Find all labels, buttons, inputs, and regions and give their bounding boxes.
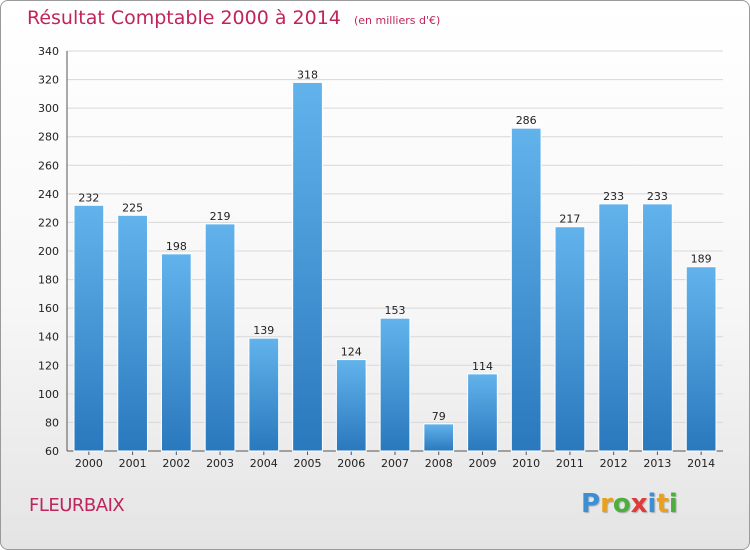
bar-2008 xyxy=(423,423,455,452)
bar-2001 xyxy=(117,214,148,452)
y-tick-label: 120 xyxy=(38,359,59,372)
bar-2011 xyxy=(554,226,586,452)
x-tick-label: 2007 xyxy=(381,457,409,470)
x-tick-label: 2008 xyxy=(425,457,453,470)
bar-2012 xyxy=(598,203,630,452)
logo-letter: x xyxy=(630,489,648,519)
x-tick-label: 2000 xyxy=(75,457,103,470)
commune-name: FLEURBAIX xyxy=(29,495,125,516)
y-tick-label: 60 xyxy=(45,445,59,458)
labels: 60 80 100 120 140 160 180 200 220 240 260 280 300 320… xyxy=(38,45,715,470)
logo-letter: o xyxy=(612,489,631,519)
data-label: 233 xyxy=(603,190,624,203)
y-tick-label: 260 xyxy=(38,159,59,172)
chart-title: Résultat Comptable 2000 à 2014 (en milli… xyxy=(27,7,440,29)
x-tick-label: 2014 xyxy=(687,457,715,470)
bar-2002 xyxy=(160,253,192,452)
data-label: 225 xyxy=(122,201,143,214)
bar-2006 xyxy=(335,359,367,452)
y-tick-label: 100 xyxy=(38,388,59,401)
logo-letter: P xyxy=(581,489,601,519)
y-tick-label: 80 xyxy=(45,416,59,429)
bar-2007 xyxy=(379,317,411,452)
data-label: 198 xyxy=(166,240,187,253)
data-label: 233 xyxy=(647,190,668,203)
x-tick-label: 2003 xyxy=(206,457,234,470)
logo-letter: r xyxy=(600,489,613,519)
x-tick-label: 2013 xyxy=(643,457,671,470)
bar-2003 xyxy=(204,223,236,452)
y-tick-label: 200 xyxy=(38,245,59,258)
x-tick-label: 2001 xyxy=(119,457,147,470)
bar-2005 xyxy=(292,81,323,452)
bar-2004 xyxy=(248,337,280,452)
x-tick-label: 2004 xyxy=(250,457,278,470)
logo-letter: i xyxy=(668,489,678,519)
x-tick-label: 2005 xyxy=(294,457,322,470)
y-tick-label: 140 xyxy=(38,331,59,344)
data-label: 286 xyxy=(516,114,537,127)
logo-letter: t xyxy=(656,489,669,519)
y-tick-label: 160 xyxy=(38,302,59,315)
x-tick-label: 2002 xyxy=(162,457,190,470)
logo-letter: i xyxy=(647,489,657,519)
bar-2014 xyxy=(685,266,717,452)
chart-title-unit: (en milliers d'€) xyxy=(353,14,441,27)
x-tick-label: 2011 xyxy=(556,457,584,470)
y-tick-label: 340 xyxy=(38,45,59,58)
x-tick-label: 2012 xyxy=(600,457,628,470)
data-label: 318 xyxy=(297,68,318,81)
y-tick-label: 300 xyxy=(38,102,59,115)
chart-title-main: Résultat Comptable 2000 à 2014 xyxy=(27,7,341,29)
y-tick-label: 280 xyxy=(38,131,59,144)
bars xyxy=(73,81,717,452)
data-label: 79 xyxy=(432,410,446,423)
y-tick-label: 320 xyxy=(38,74,59,87)
bar-2009 xyxy=(467,373,498,452)
data-label: 232 xyxy=(78,191,99,204)
bar-2013 xyxy=(642,203,673,452)
bar-2010 xyxy=(510,127,542,452)
x-tick-label: 2006 xyxy=(337,457,365,470)
y-tick-label: 240 xyxy=(38,188,59,201)
bar-2000 xyxy=(73,204,105,452)
x-tick-label: 2009 xyxy=(468,457,496,470)
data-label: 124 xyxy=(341,346,362,359)
proxiti-logo: Proxiti xyxy=(581,489,678,519)
data-label: 219 xyxy=(210,210,231,223)
data-label: 189 xyxy=(691,253,712,266)
data-label: 217 xyxy=(559,213,580,226)
data-label: 139 xyxy=(253,324,274,337)
x-tick-label: 2010 xyxy=(512,457,540,470)
y-tick-label: 220 xyxy=(38,216,59,229)
y-tick-label: 180 xyxy=(38,274,59,287)
data-label: 153 xyxy=(385,304,406,317)
data-label: 114 xyxy=(472,360,493,373)
